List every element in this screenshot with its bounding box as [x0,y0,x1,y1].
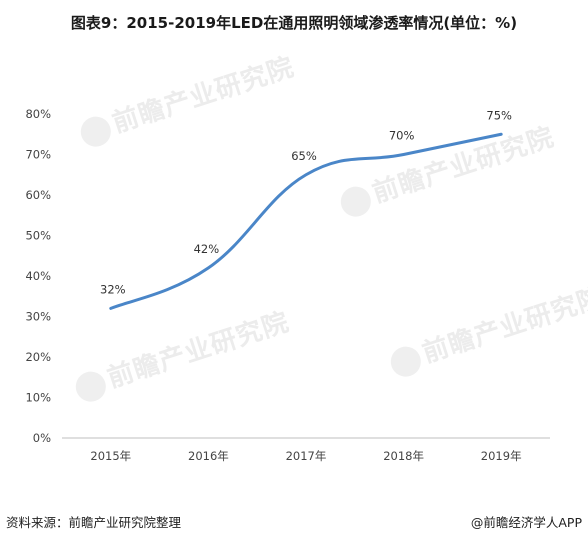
y-tick-label: 70% [25,148,51,162]
y-tick-label: 50% [25,229,51,243]
x-tick-label: 2018年 [383,449,424,463]
brand-note: @前瞻经济学人APP [470,515,582,530]
data-label: 75% [486,108,512,122]
data-label: 42% [194,242,220,256]
y-tick-label: 10% [25,391,51,405]
y-tick-label: 30% [25,310,51,324]
x-tick-label: 2015年 [90,449,131,463]
x-tick-label: 2016年 [188,449,229,463]
x-axis-ticks: 2015年 2016年 2017年 2018年 2019年 [90,449,521,463]
x-tick-label: 2019年 [481,449,522,463]
data-labels: 32% 42% 65% 70% 75% [100,108,512,296]
y-tick-label: 60% [25,188,51,202]
series-line [109,132,503,310]
chart-title: 图表9：2015-2019年LED在通用照明领域渗透率情况(单位：%) [70,14,518,32]
y-tick-label: 20% [25,350,51,364]
data-label: 65% [291,149,317,163]
source-note: 资料来源：前瞻产业研究院整理 [6,515,182,530]
data-label: 32% [100,282,126,296]
y-axis-ticks: 0% 10% 20% 30% 40% 50% 60% 70% 80% [25,107,51,445]
data-label: 70% [389,129,415,143]
y-tick-label: 0% [33,431,51,445]
y-tick-label: 40% [25,269,51,283]
y-tick-label: 80% [25,107,51,121]
x-tick-label: 2017年 [286,449,327,463]
